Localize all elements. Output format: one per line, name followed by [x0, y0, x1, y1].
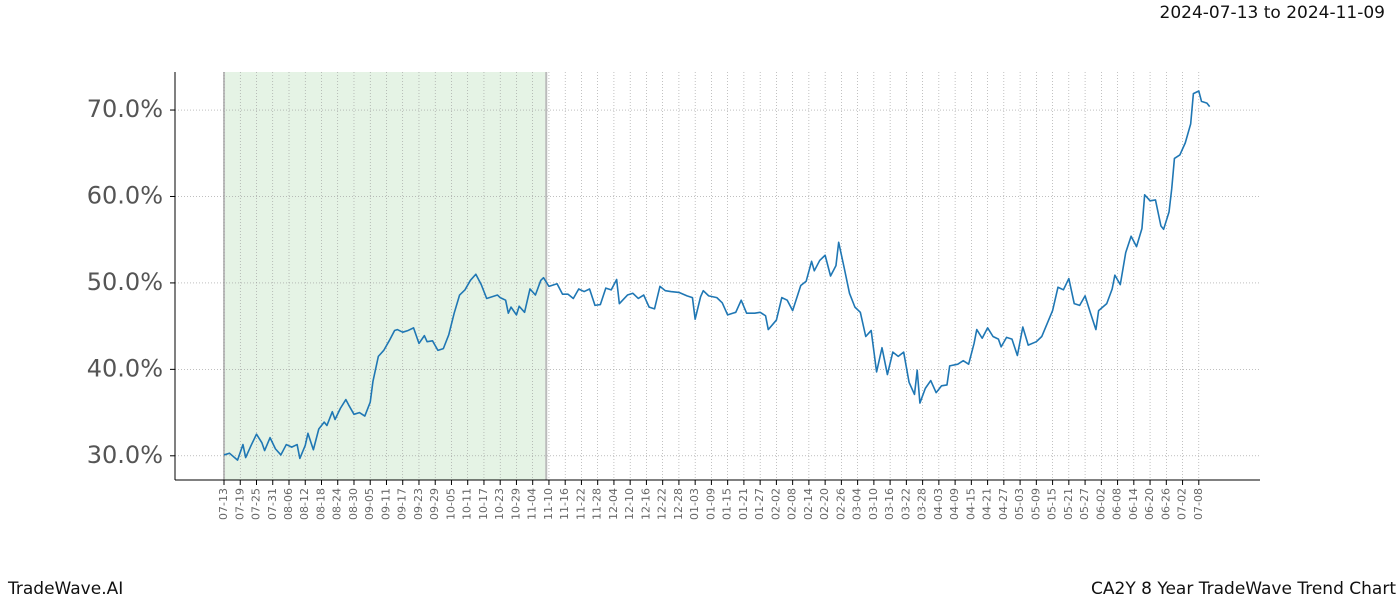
x-tick-label: 11-10 [542, 488, 555, 520]
x-tick-label: 06-08 [1111, 488, 1124, 520]
x-tick-label: 11-16 [558, 488, 571, 520]
x-tick-label: 03-28 [916, 488, 929, 520]
x-tick-label: 10-17 [477, 488, 490, 520]
x-tick-label: 07-08 [1192, 488, 1205, 520]
x-tick-label: 12-22 [656, 488, 669, 520]
date-range: 2024-07-13 to 2024-11-09 [1160, 3, 1385, 23]
x-tick-label: 02-20 [818, 488, 831, 520]
x-tick-label: 09-05 [363, 488, 376, 520]
x-tick-label: 05-09 [1029, 488, 1042, 520]
x-tick-label: 07-13 [217, 488, 230, 520]
chart-title: CA2Y 8 Year TradeWave Trend Chart [1091, 579, 1396, 599]
y-tick-label: 40.0% [87, 354, 163, 382]
x-tick-label: 06-02 [1094, 488, 1107, 520]
x-tick-label: 11-22 [574, 488, 587, 520]
x-tick-label: 02-14 [802, 488, 815, 520]
x-tick-label: 04-21 [981, 488, 994, 520]
x-tick-label: 08-06 [282, 488, 295, 520]
highlight-window [224, 72, 547, 480]
x-tick-label: 04-15 [964, 488, 977, 520]
x-tick-label: 07-25 [250, 488, 263, 520]
x-tick-label: 10-29 [509, 488, 522, 520]
x-tick-label: 12-04 [607, 488, 620, 520]
x-tick-label: 10-05 [444, 488, 457, 520]
x-tick-label: 01-15 [721, 488, 734, 520]
x-tick-label: 07-02 [1176, 488, 1189, 520]
x-tick-label: 11-28 [591, 488, 604, 520]
trend-line [223, 90, 1211, 461]
x-tick-label: 05-03 [1013, 488, 1026, 520]
brand: TradeWave.AI [7, 579, 123, 599]
y-tick-label: 30.0% [87, 441, 163, 469]
x-tick-label: 09-17 [396, 488, 409, 520]
x-tick-label: 02-02 [769, 488, 782, 520]
x-tick-label: 01-21 [737, 488, 750, 520]
x-tick-label: 04-09 [948, 488, 961, 520]
x-tick-label: 06-14 [1127, 488, 1140, 520]
x-tick-label: 12-10 [623, 488, 636, 520]
x-tick-label: 01-03 [688, 488, 701, 520]
y-tick-label: 50.0% [87, 268, 163, 296]
x-tick-label: 12-16 [639, 488, 652, 520]
x-tick-label: 09-23 [412, 488, 425, 520]
x-tick-label: 01-27 [753, 488, 766, 520]
y-tick-label: 70.0% [87, 95, 163, 123]
x-tick-label: 06-20 [1143, 488, 1156, 520]
x-tick-label: 05-27 [1078, 488, 1091, 520]
x-tick-label: 04-03 [932, 488, 945, 520]
x-tick-label: 02-26 [834, 488, 847, 520]
x-tick-label: 03-16 [883, 488, 896, 520]
x-tick-label: 01-09 [704, 488, 717, 520]
x-tick-label: 11-04 [526, 488, 539, 520]
x-tick-label: 08-12 [298, 488, 311, 520]
x-tick-label: 02-08 [786, 488, 799, 520]
x-tick-label: 05-15 [1046, 488, 1059, 520]
x-tick-label: 04-27 [997, 488, 1010, 520]
x-tick-label: 03-10 [867, 488, 880, 520]
x-tick-label: 07-31 [266, 488, 279, 520]
y-tick-label: 60.0% [87, 181, 163, 209]
x-tick-label: 08-30 [347, 488, 360, 520]
x-tick-label: 10-23 [493, 488, 506, 520]
x-tick-label: 03-04 [851, 488, 864, 520]
x-tick-label: 05-21 [1062, 488, 1075, 520]
x-tick-label: 08-18 [314, 488, 327, 520]
x-tick-label: 10-11 [461, 488, 474, 520]
x-tick-label: 12-28 [672, 488, 685, 520]
x-tick-label: 09-29 [428, 488, 441, 520]
x-tick-label: 07-19 [233, 488, 246, 520]
x-tick-label: 03-22 [899, 488, 912, 520]
x-tick-label: 08-24 [331, 488, 344, 520]
x-tick-label: 06-26 [1159, 488, 1172, 520]
x-tick-label: 09-11 [379, 488, 392, 520]
